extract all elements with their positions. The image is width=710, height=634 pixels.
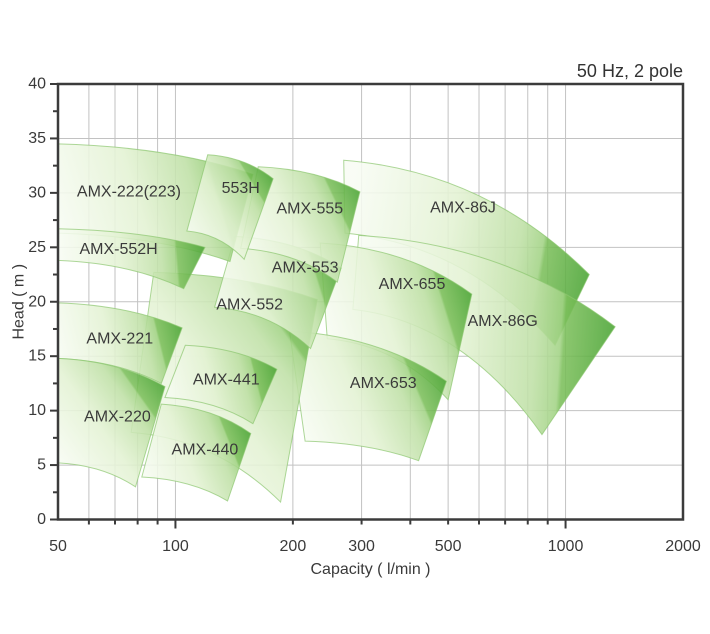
y-tick-label: 40: [28, 76, 46, 93]
band-label: AMX-555: [276, 201, 343, 218]
band-label: AMX-552H: [79, 241, 157, 258]
y-tick-label: 10: [28, 402, 46, 419]
tick-labels: 0 5 10 15 20 25 30 35 40 50 100 200 300 500 1000 2000: [28, 76, 701, 556]
x-tick-label: 300: [348, 538, 375, 555]
y-tick-label: 30: [28, 184, 46, 201]
y-axis-title: Head ( m ): [11, 264, 28, 340]
band-553h: [186, 154, 274, 261]
band-label: AMX-552: [216, 297, 283, 314]
band-labels: AMX-86J AMX-86G AMX-655 AMX-653 AMX-552 AMX-5…: [77, 180, 538, 458]
band-label: AMX-440: [172, 441, 239, 458]
band-label: AMX-655: [379, 276, 446, 293]
band-amx-220: [57, 357, 166, 488]
band-label: AMX-86G: [468, 313, 538, 330]
x-tick-label: 2000: [665, 538, 701, 555]
x-tick-label: 100: [162, 538, 189, 555]
y-tick-label: 20: [28, 293, 46, 310]
band-amx-653: [288, 330, 448, 462]
band-label: AMX-553: [272, 259, 339, 276]
band-label: AMX-86J: [430, 200, 496, 217]
axis-ticks: [50, 83, 567, 529]
y-tick-label: 0: [37, 511, 46, 528]
x-tick-label: 50: [49, 538, 67, 555]
y-tick-label: 5: [37, 457, 46, 474]
band-label: AMX-220: [84, 409, 151, 426]
x-axis-title: Capacity ( l/min ): [310, 561, 430, 578]
band-amx-555: [240, 166, 361, 284]
pump-bands: [57, 143, 616, 504]
band-label: AMX-653: [350, 375, 417, 392]
x-tick-label: 200: [280, 538, 307, 555]
band-amx-552h: [57, 228, 206, 290]
y-tick-label: 15: [28, 348, 46, 365]
x-tick-label: 500: [435, 538, 462, 555]
y-tick-label: 35: [28, 130, 46, 147]
band-label: AMX-221: [86, 330, 153, 347]
band-label: AMX-441: [193, 372, 260, 389]
x-tick-label: 1000: [548, 538, 584, 555]
y-tick-label: 25: [28, 239, 46, 256]
band-label: 553H: [222, 180, 260, 197]
band-amx-440: [141, 403, 252, 502]
band-amx-441: [164, 344, 278, 425]
chart-title: 50 Hz, 2 pole: [577, 61, 683, 81]
band-label: AMX-222(223): [77, 183, 181, 200]
